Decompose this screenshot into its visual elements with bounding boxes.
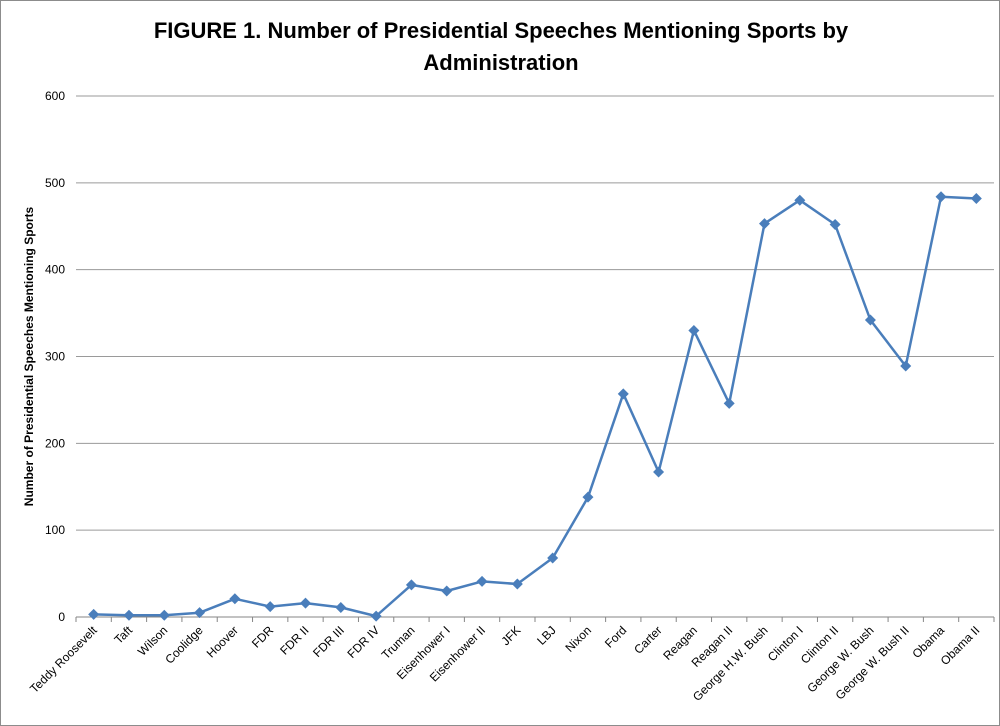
- data-point: [582, 491, 594, 503]
- data-point: [335, 601, 347, 613]
- data-point: [264, 601, 276, 613]
- x-tick-label: Taft: [112, 623, 136, 647]
- x-tick-label: FDR: [249, 623, 277, 651]
- data-point: [229, 593, 241, 605]
- data-point: [935, 191, 947, 203]
- data-point: [88, 608, 100, 620]
- data-point: [653, 466, 665, 478]
- x-tick-label: JFK: [498, 623, 523, 648]
- data-point: [688, 324, 700, 336]
- data-point: [405, 579, 417, 591]
- data-point: [511, 578, 523, 590]
- series-line: [93, 195, 977, 618]
- x-tick-label: LBJ: [534, 623, 559, 648]
- x-tick-label: Carter: [631, 623, 664, 656]
- chart-title: FIGURE 1. Number of Presidential Speeche…: [153, 18, 849, 75]
- y-tick-label: 600: [45, 89, 65, 103]
- data-point: [441, 585, 453, 597]
- x-tick-label: Ford: [602, 623, 629, 650]
- x-tick-label: Teddy Roosevelt: [27, 623, 100, 696]
- y-tick-label: 300: [45, 350, 65, 364]
- x-tick-label: Hoover: [204, 623, 241, 660]
- y-tick-label: 0: [58, 610, 65, 624]
- data-point: [829, 219, 841, 231]
- y-tick-label: 100: [45, 523, 65, 537]
- data-point: [476, 575, 488, 587]
- data-point: [759, 218, 770, 230]
- data-point: [794, 194, 806, 206]
- data-point: [123, 609, 135, 621]
- data-point: [723, 397, 735, 409]
- data-point: [194, 607, 206, 619]
- data-point: [158, 609, 170, 621]
- y-tick-label: 400: [45, 263, 65, 277]
- x-tick-label: FDR III: [310, 623, 347, 660]
- y-tick-label: 200: [45, 436, 65, 450]
- x-tick-label: Obama II: [938, 623, 983, 668]
- x-tick-label: FDR IV: [345, 623, 383, 661]
- data-point: [970, 192, 982, 204]
- data-point: [864, 314, 876, 326]
- x-tick-label: FDR II: [277, 623, 311, 657]
- data-point: [547, 552, 559, 564]
- x-tick-label: Nixon: [562, 623, 594, 655]
- data-point: [370, 610, 382, 622]
- data-point: [617, 388, 629, 400]
- data-point: [900, 360, 912, 372]
- data-point: [300, 597, 311, 609]
- y-tick-label: 500: [45, 176, 65, 190]
- y-axis-title: Number of Presidential Speeches Mentioni…: [22, 206, 36, 506]
- x-tick-label: Coolidge: [162, 623, 206, 667]
